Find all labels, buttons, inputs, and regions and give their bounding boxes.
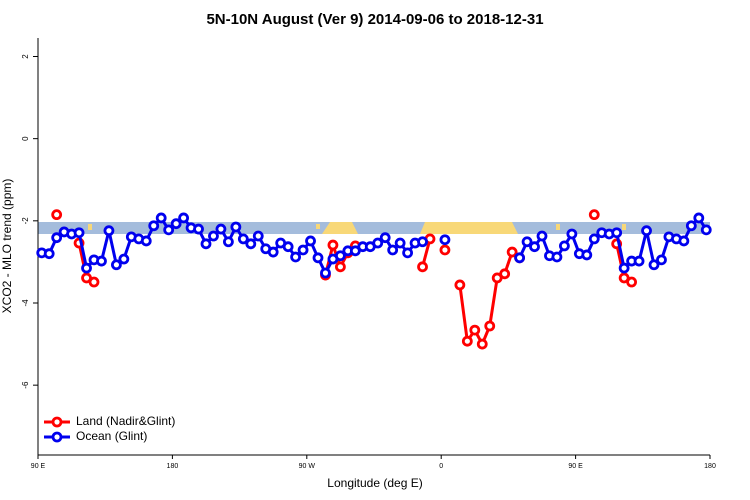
x-tick-label: 0	[439, 463, 443, 470]
point	[626, 276, 637, 288]
x-tick-label: 180	[167, 463, 179, 470]
y-tick-label: 2	[21, 54, 30, 59]
point	[693, 212, 705, 224]
point	[148, 220, 160, 232]
point	[51, 232, 63, 244]
point	[402, 247, 414, 259]
y-axis-label: XCO2 - MLO trend (ppm)	[0, 179, 14, 314]
point	[461, 335, 473, 347]
y-tick-label: -2	[21, 217, 30, 225]
point	[96, 255, 107, 267]
point	[163, 224, 175, 236]
point	[394, 237, 406, 249]
x-axis-label: Longitude (deg E)	[327, 476, 422, 490]
point	[633, 255, 645, 267]
point	[484, 320, 496, 332]
point	[588, 233, 600, 245]
x-tick-label: 90 E	[31, 463, 46, 470]
point	[118, 253, 130, 265]
point	[417, 261, 428, 273]
point	[111, 259, 122, 271]
point	[700, 224, 712, 236]
point	[641, 225, 652, 237]
point	[521, 236, 533, 248]
point	[514, 252, 525, 264]
point	[454, 279, 466, 291]
legend-label: Land (Nadir&Glint)	[76, 414, 175, 428]
point	[588, 209, 600, 221]
point	[536, 230, 548, 242]
point	[387, 244, 399, 256]
point	[618, 262, 630, 274]
point	[290, 251, 302, 263]
y-tick-label: 0	[21, 136, 30, 141]
point	[88, 276, 100, 288]
chart-title: 5N-10N August (Ver 9) 2014-09-06 to 2018…	[206, 11, 543, 28]
point	[43, 248, 55, 260]
point	[581, 249, 593, 261]
point	[178, 212, 190, 224]
point	[267, 246, 279, 258]
point	[245, 238, 257, 250]
legend-marker	[51, 416, 63, 428]
point	[73, 227, 85, 239]
point	[320, 267, 331, 279]
point	[469, 324, 481, 336]
point	[334, 261, 346, 273]
point	[81, 262, 92, 274]
point	[237, 233, 249, 245]
point	[372, 237, 384, 249]
legend-label: Ocean (Glint)	[76, 429, 147, 443]
point	[230, 221, 242, 233]
point	[439, 244, 451, 256]
point	[551, 251, 563, 263]
point	[656, 254, 667, 266]
point	[334, 250, 346, 262]
point	[103, 225, 115, 237]
point	[170, 218, 182, 230]
point	[252, 230, 264, 242]
point	[417, 236, 428, 248]
point	[208, 230, 219, 242]
point	[566, 228, 578, 240]
point	[305, 235, 316, 247]
point	[327, 239, 339, 251]
point	[529, 241, 540, 253]
x-tick-label: 90 E	[568, 463, 583, 470]
point	[51, 209, 63, 221]
point	[297, 244, 309, 256]
point	[611, 227, 623, 239]
x-tick-label: 90 W	[299, 463, 316, 470]
point	[678, 235, 690, 247]
point	[155, 212, 167, 224]
point	[200, 238, 212, 250]
point	[439, 234, 451, 246]
point	[140, 235, 152, 247]
legend-marker	[51, 431, 63, 443]
point	[685, 220, 697, 232]
y-tick-label: -6	[21, 381, 30, 389]
point	[506, 246, 518, 258]
point	[222, 236, 234, 248]
point	[312, 252, 324, 264]
point	[476, 338, 488, 350]
point	[499, 268, 511, 280]
point	[648, 259, 660, 271]
point	[379, 232, 391, 244]
point	[282, 241, 294, 253]
point	[559, 240, 570, 252]
x-tick-label: 180	[704, 463, 716, 470]
point	[215, 223, 227, 235]
point	[193, 223, 204, 235]
y-tick-label: -4	[21, 299, 30, 307]
